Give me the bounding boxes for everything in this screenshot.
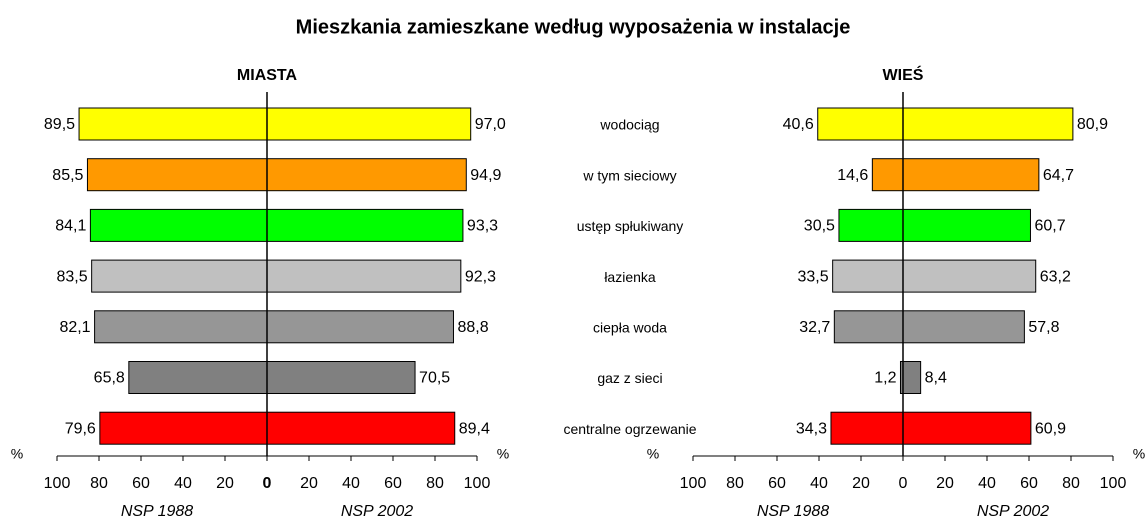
panel-title: MIASTA: [237, 67, 298, 84]
value-label: 89,4: [459, 420, 490, 437]
bar: [902, 411, 1032, 445]
x-tick-label: 60: [768, 475, 786, 492]
bar: [266, 208, 464, 242]
bar: [91, 259, 268, 293]
bar: [833, 310, 904, 344]
bar: [78, 107, 268, 141]
panel-title: WIEŚ: [883, 65, 924, 84]
x-tick-label: 20: [852, 475, 870, 492]
bar: [266, 310, 454, 344]
value-label: 83,5: [57, 268, 88, 285]
x-tick-label: 40: [174, 475, 192, 492]
x-tick-label: 0: [899, 475, 908, 492]
x-tick-label: 80: [90, 475, 108, 492]
series-name: NSP 1988: [121, 503, 193, 520]
x-tick-label: 100: [44, 475, 71, 492]
bar: [902, 158, 1040, 192]
bar: [902, 361, 922, 394]
x-tick-label: 60: [384, 475, 402, 492]
unit-label: %: [11, 446, 23, 462]
bar: [838, 208, 904, 242]
bar: [902, 259, 1037, 293]
bar: [266, 411, 456, 445]
category-label: ustęp spłukiwany: [577, 218, 684, 234]
series-name: NSP 2002: [341, 503, 413, 520]
chart-title: Mieszkania zamieszkane według wyposażeni…: [296, 16, 851, 38]
series-name: NSP 1988: [757, 503, 829, 520]
bar: [266, 361, 416, 394]
x-tick-label: 20: [216, 475, 234, 492]
x-tick-label: 0: [263, 475, 272, 492]
category-label: łazienka: [604, 269, 656, 285]
value-label: 88,8: [457, 319, 488, 336]
value-label: 57,8: [1028, 319, 1059, 336]
value-label: 89,5: [44, 116, 75, 133]
value-label: 1,2: [874, 370, 896, 387]
bar: [902, 208, 1031, 242]
value-label: 40,6: [783, 116, 814, 133]
x-tick-label: 60: [132, 475, 150, 492]
value-label: 34,3: [796, 420, 827, 437]
x-tick-label: 100: [1100, 475, 1127, 492]
unit-label: %: [497, 446, 509, 462]
bar: [86, 158, 268, 192]
bar: [902, 310, 1025, 344]
bar: [817, 107, 904, 141]
value-label: 64,7: [1043, 167, 1074, 184]
value-label: 32,7: [799, 319, 830, 336]
x-tick-label: 80: [426, 475, 444, 492]
value-label: 92,3: [465, 268, 496, 285]
value-label: 85,5: [52, 167, 83, 184]
value-label: 65,8: [94, 370, 125, 387]
category-label: w tym sieciowy: [582, 167, 676, 183]
category-label: ciepła woda: [593, 320, 667, 336]
bar: [89, 208, 268, 242]
bar: [902, 107, 1074, 141]
x-tick-label: 20: [300, 475, 318, 492]
x-tick-label: 40: [342, 475, 360, 492]
bar: [830, 411, 904, 445]
value-label: 94,9: [470, 167, 501, 184]
x-tick-label: 80: [726, 475, 744, 492]
bar: [871, 158, 904, 192]
value-label: 63,2: [1040, 268, 1071, 285]
value-label: 30,5: [804, 218, 835, 235]
category-label: gaz z sieci: [597, 370, 662, 386]
bar: [128, 361, 268, 394]
series-name: NSP 2002: [977, 503, 1049, 520]
x-tick-label: 100: [464, 475, 491, 492]
value-label: 8,4: [925, 370, 947, 387]
value-label: 70,5: [419, 370, 450, 387]
bar: [832, 259, 904, 293]
value-label: 84,1: [55, 218, 86, 235]
x-tick-label: 100: [680, 475, 707, 492]
x-tick-label: 40: [810, 475, 828, 492]
x-tick-label: 20: [936, 475, 954, 492]
value-label: 79,6: [65, 420, 96, 437]
unit-label: %: [1133, 446, 1145, 462]
bar: [266, 107, 472, 141]
x-tick-label: 60: [1020, 475, 1038, 492]
bar: [94, 310, 268, 344]
value-label: 33,5: [798, 268, 829, 285]
bar: [266, 259, 462, 293]
category-label: wodociąg: [599, 117, 659, 133]
x-tick-label: 80: [1062, 475, 1080, 492]
unit-label: %: [647, 446, 659, 462]
value-label: 93,3: [467, 218, 498, 235]
bar: [266, 158, 467, 192]
bar: [99, 411, 268, 445]
value-label: 82,1: [59, 319, 90, 336]
value-label: 14,6: [837, 167, 868, 184]
category-label: centralne ogrzewanie: [563, 421, 696, 437]
value-label: 60,7: [1034, 218, 1065, 235]
x-tick-label: 40: [978, 475, 996, 492]
value-label: 97,0: [475, 116, 506, 133]
value-label: 60,9: [1035, 420, 1066, 437]
value-label: 80,9: [1077, 116, 1108, 133]
